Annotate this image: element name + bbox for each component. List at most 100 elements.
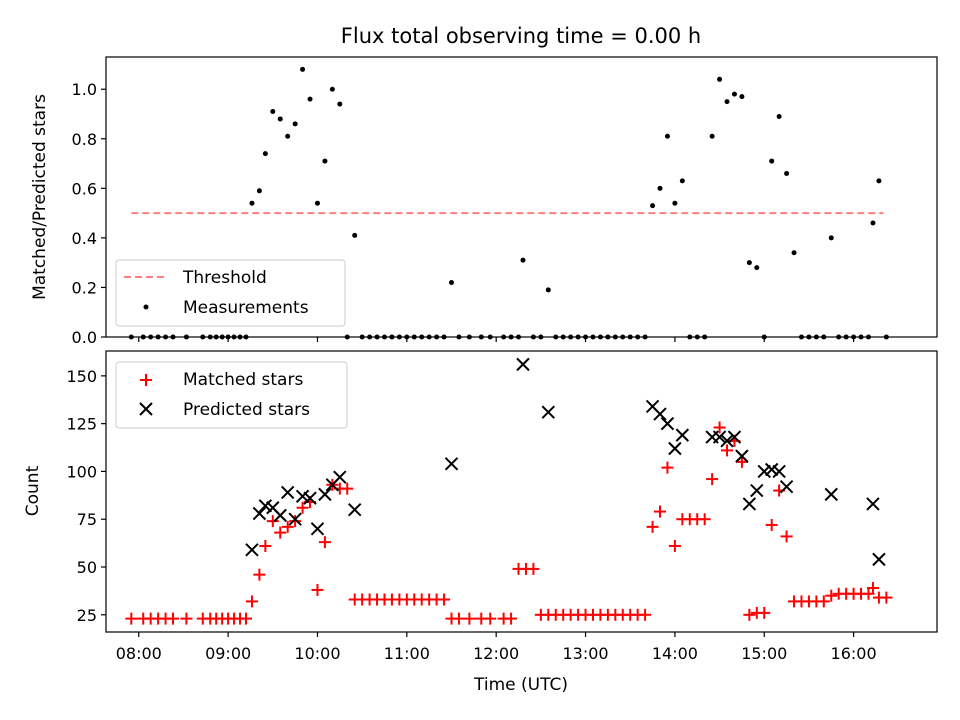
predicted-star-point [318,487,332,502]
top-legend: Threshold Measurements [115,259,346,327]
top-axes: 0.0 0.2 0.4 0.6 0.8 1.0 Matched/Predicted sta… [30,56,938,347]
matched-star-point [706,473,719,486]
matched-star-point [735,455,748,468]
bottom-y-tick-label: 125 [66,415,97,434]
measurement-point [270,109,276,115]
measurement-point [449,279,455,285]
predicted-star-point [668,441,682,456]
measurement-point [285,133,291,139]
matched-star-point [125,612,138,625]
matched-star-point [167,612,180,625]
measurement-point [249,200,255,206]
top-y-tick-label: 0.0 [72,328,97,347]
matched-star-point [698,513,711,526]
predicted-star-point [653,407,667,421]
predicted-star-point [779,480,794,494]
matched-star-point [463,612,476,625]
bottom-y-tick-label: 100 [66,462,97,481]
top-legend-box [115,259,346,327]
predicted-star-point [872,552,886,567]
top-y-tick-label: 0.6 [72,179,97,198]
bottom-axes-frame [105,350,938,633]
measurement-point [769,158,775,164]
predicted-star-point [750,483,764,498]
measurement-point [262,151,268,157]
matched-star-point [311,583,324,596]
legend-measurements-marker [143,304,149,310]
measurement-point [828,235,834,241]
matched-star-point [780,530,793,543]
predicted-star-point [444,457,459,471]
matched-star-point [654,505,666,518]
matched-star-point [274,526,287,539]
x-tick-label: 08:00 [116,644,162,663]
predicted-star-point [280,485,295,500]
matched-star-point [866,582,879,595]
predicted-star-point [675,428,690,442]
predicted-star-point [541,405,556,419]
predicted-star-point [516,357,530,372]
matched-star-point [721,444,734,457]
measurement-point [791,250,797,256]
matched-star-point [296,501,309,514]
measurement-point [520,257,526,263]
x-tick-label: 12:00 [473,644,519,663]
measurement-point [672,200,678,206]
predicted-star-point [824,487,838,502]
measurement-point [746,260,752,266]
matched-star-point [743,608,756,621]
measurement-point [322,158,328,164]
top-axes-frame [105,56,938,338]
measurement-point [664,133,670,139]
bottom-y-tick-label: 150 [66,367,97,386]
matched-star-point [505,612,518,625]
predicted-star-point [742,497,757,511]
predicted-star-point [866,497,880,511]
measurement-point [277,116,283,122]
measurement-point [876,178,882,184]
bottom-y-axis-label: Count [23,465,43,516]
x-tick-label: 16:00 [831,644,877,663]
matched-star-point [527,562,540,575]
chart-title: Flux total observing time = 0.00 h [341,24,701,48]
legend-matched-marker [140,374,152,386]
matched-star-point [484,612,497,625]
predicted-star-point [245,543,259,557]
predicted-star-point [333,470,347,484]
measurement-point [709,133,715,139]
measurement-point [650,203,656,209]
matched-star-point [668,539,681,552]
bottom-y-tick-label: 50 [77,558,97,577]
legend-matched-label: Matched stars [183,370,303,390]
bottom-legend-box [115,361,348,429]
measurement-point [870,220,876,226]
measurement-point [337,101,343,107]
measurement-point [329,86,335,92]
measurement-point [724,99,730,105]
predicted-star-point [347,502,362,517]
x-tick-label: 09:00 [205,644,251,663]
top-y-axis-label: Matched/Predicted stars [30,94,50,300]
predicted-star-point [712,430,727,444]
predicted-star-point [720,434,734,448]
measurement-point [292,121,298,127]
predicted-star-point [303,491,317,505]
matched-star-point [245,595,258,608]
matched-star-point [259,539,272,552]
legend-measurements-label: Measurements [183,298,309,318]
matched-star-point [266,515,279,528]
matched-star-point [438,593,451,606]
top-y-tick-label: 0.8 [72,130,97,149]
bottom-axes: 25 50 75 100 125 150 08:00 09:00 10:00 11:00 12:0… [23,337,938,695]
matched-star-point [880,591,893,604]
predicted-star-point [273,508,287,523]
predicted-star-point [735,449,749,463]
matched-star-point [661,461,674,474]
top-y-tick-label: 0.4 [72,229,97,248]
legend-predicted-marker [139,402,153,416]
measurement-point [784,170,790,176]
measurement-point [352,232,358,238]
measurement-point [754,265,760,271]
measurement-point [657,185,663,191]
